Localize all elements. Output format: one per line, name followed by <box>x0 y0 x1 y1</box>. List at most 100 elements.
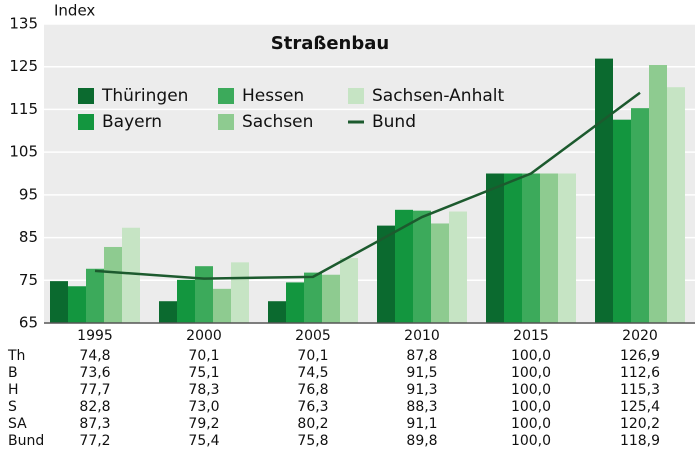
legend-swatch <box>348 88 364 104</box>
table-cell: 73,6 <box>79 365 110 381</box>
x-tick-label: 2020 <box>622 328 658 344</box>
legend-label: Sachsen-Anhalt <box>372 86 504 106</box>
bar <box>322 274 340 323</box>
table-cell: 87,8 <box>406 348 437 364</box>
table-cell: 88,3 <box>406 399 437 415</box>
x-tick-label: 2005 <box>295 328 331 344</box>
bar <box>449 211 467 323</box>
legend-label: Bund <box>372 112 416 132</box>
table-row-label: Th <box>7 348 25 364</box>
legend-swatch <box>218 114 234 130</box>
table-cell: 74,5 <box>297 365 328 381</box>
y-tick-label: 135 <box>9 15 38 33</box>
bar <box>504 173 522 323</box>
table-cell: 77,2 <box>79 433 110 449</box>
table-cell: 126,9 <box>620 348 660 364</box>
bar <box>231 262 249 323</box>
x-tick-label: 2015 <box>513 328 549 344</box>
table-cell: 100,0 <box>511 365 551 381</box>
bar <box>595 58 613 323</box>
bar <box>431 223 449 323</box>
bar <box>522 173 540 323</box>
table-cell: 87,3 <box>79 416 110 432</box>
bar <box>286 282 304 323</box>
table-cell: 76,8 <box>297 382 328 398</box>
table-cell: 91,3 <box>406 382 437 398</box>
line-series <box>94 91 641 280</box>
table-cell: 75,8 <box>297 433 328 449</box>
bar <box>540 173 558 323</box>
table-cell: 100,0 <box>511 416 551 432</box>
legend-label: Hessen <box>242 86 304 106</box>
table-cell: 120,2 <box>620 416 660 432</box>
bar <box>50 281 68 323</box>
table-cell: 73,0 <box>188 399 219 415</box>
x-tick-label: 2000 <box>186 328 222 344</box>
bar <box>177 279 195 323</box>
y-tick-label: 75 <box>19 271 38 289</box>
bar <box>558 173 576 323</box>
table-row-label: Bund <box>8 433 44 449</box>
bar <box>122 227 140 323</box>
bar <box>631 108 649 323</box>
legend-label: Thüringen <box>101 86 188 106</box>
bar <box>486 173 504 323</box>
bar <box>104 246 122 323</box>
bar <box>268 301 286 323</box>
y-tick-label: 85 <box>19 228 38 246</box>
table-cell: 82,8 <box>79 399 110 415</box>
table-row-label: H <box>8 382 19 398</box>
y-tick-label: 125 <box>9 57 38 75</box>
table-cell: 89,8 <box>406 433 437 449</box>
legend-label: Sachsen <box>242 112 313 132</box>
y-tick-label: 95 <box>19 185 38 203</box>
table-cell: 118,9 <box>620 433 660 449</box>
bar <box>195 266 213 323</box>
y-tick-label: 65 <box>19 314 38 332</box>
x-tick-label: 2010 <box>404 328 440 344</box>
legend-swatch <box>78 88 94 104</box>
bar <box>159 301 177 323</box>
table-cell: 112,6 <box>620 365 660 381</box>
bar <box>213 288 231 323</box>
table-cell: 115,3 <box>620 382 660 398</box>
table-cell: 125,4 <box>620 399 660 415</box>
table-cell: 100,0 <box>511 433 551 449</box>
legend-swatch <box>218 88 234 104</box>
table-cell: 100,0 <box>511 382 551 398</box>
bar <box>613 119 631 324</box>
table-cell: 74,8 <box>79 348 110 364</box>
table-cell: 78,3 <box>188 382 219 398</box>
table-cell: 70,1 <box>297 348 328 364</box>
plot-area <box>44 24 695 323</box>
y-tick-label: 115 <box>9 100 38 118</box>
table-cell: 91,5 <box>406 365 437 381</box>
bar <box>667 87 685 324</box>
legend-swatch <box>78 114 94 130</box>
table-row-label: SA <box>8 416 27 432</box>
table-cell: 91,1 <box>406 416 437 432</box>
table-cell: 76,3 <box>297 399 328 415</box>
x-tick-label: 1995 <box>77 328 113 344</box>
table-cell: 75,1 <box>188 365 219 381</box>
bar <box>395 209 413 323</box>
bar <box>649 65 667 324</box>
bar <box>377 225 395 323</box>
y-axis-label: Index <box>54 2 95 20</box>
legend-label: Bayern <box>102 112 162 132</box>
table-cell: 100,0 <box>511 348 551 364</box>
table-cell: 75,4 <box>188 433 219 449</box>
table-cell: 77,7 <box>79 382 110 398</box>
table-cell: 70,1 <box>188 348 219 364</box>
table-cell: 79,2 <box>188 416 219 432</box>
table-row-label: B <box>8 365 18 381</box>
chart-title: Straßenbau <box>271 33 389 54</box>
bar <box>68 286 86 323</box>
table-cell: 80,2 <box>297 416 328 432</box>
bar <box>86 268 104 323</box>
table-cell: 100,0 <box>511 399 551 415</box>
bar <box>340 258 358 323</box>
y-tick-label: 105 <box>9 143 38 161</box>
bar <box>413 210 431 323</box>
